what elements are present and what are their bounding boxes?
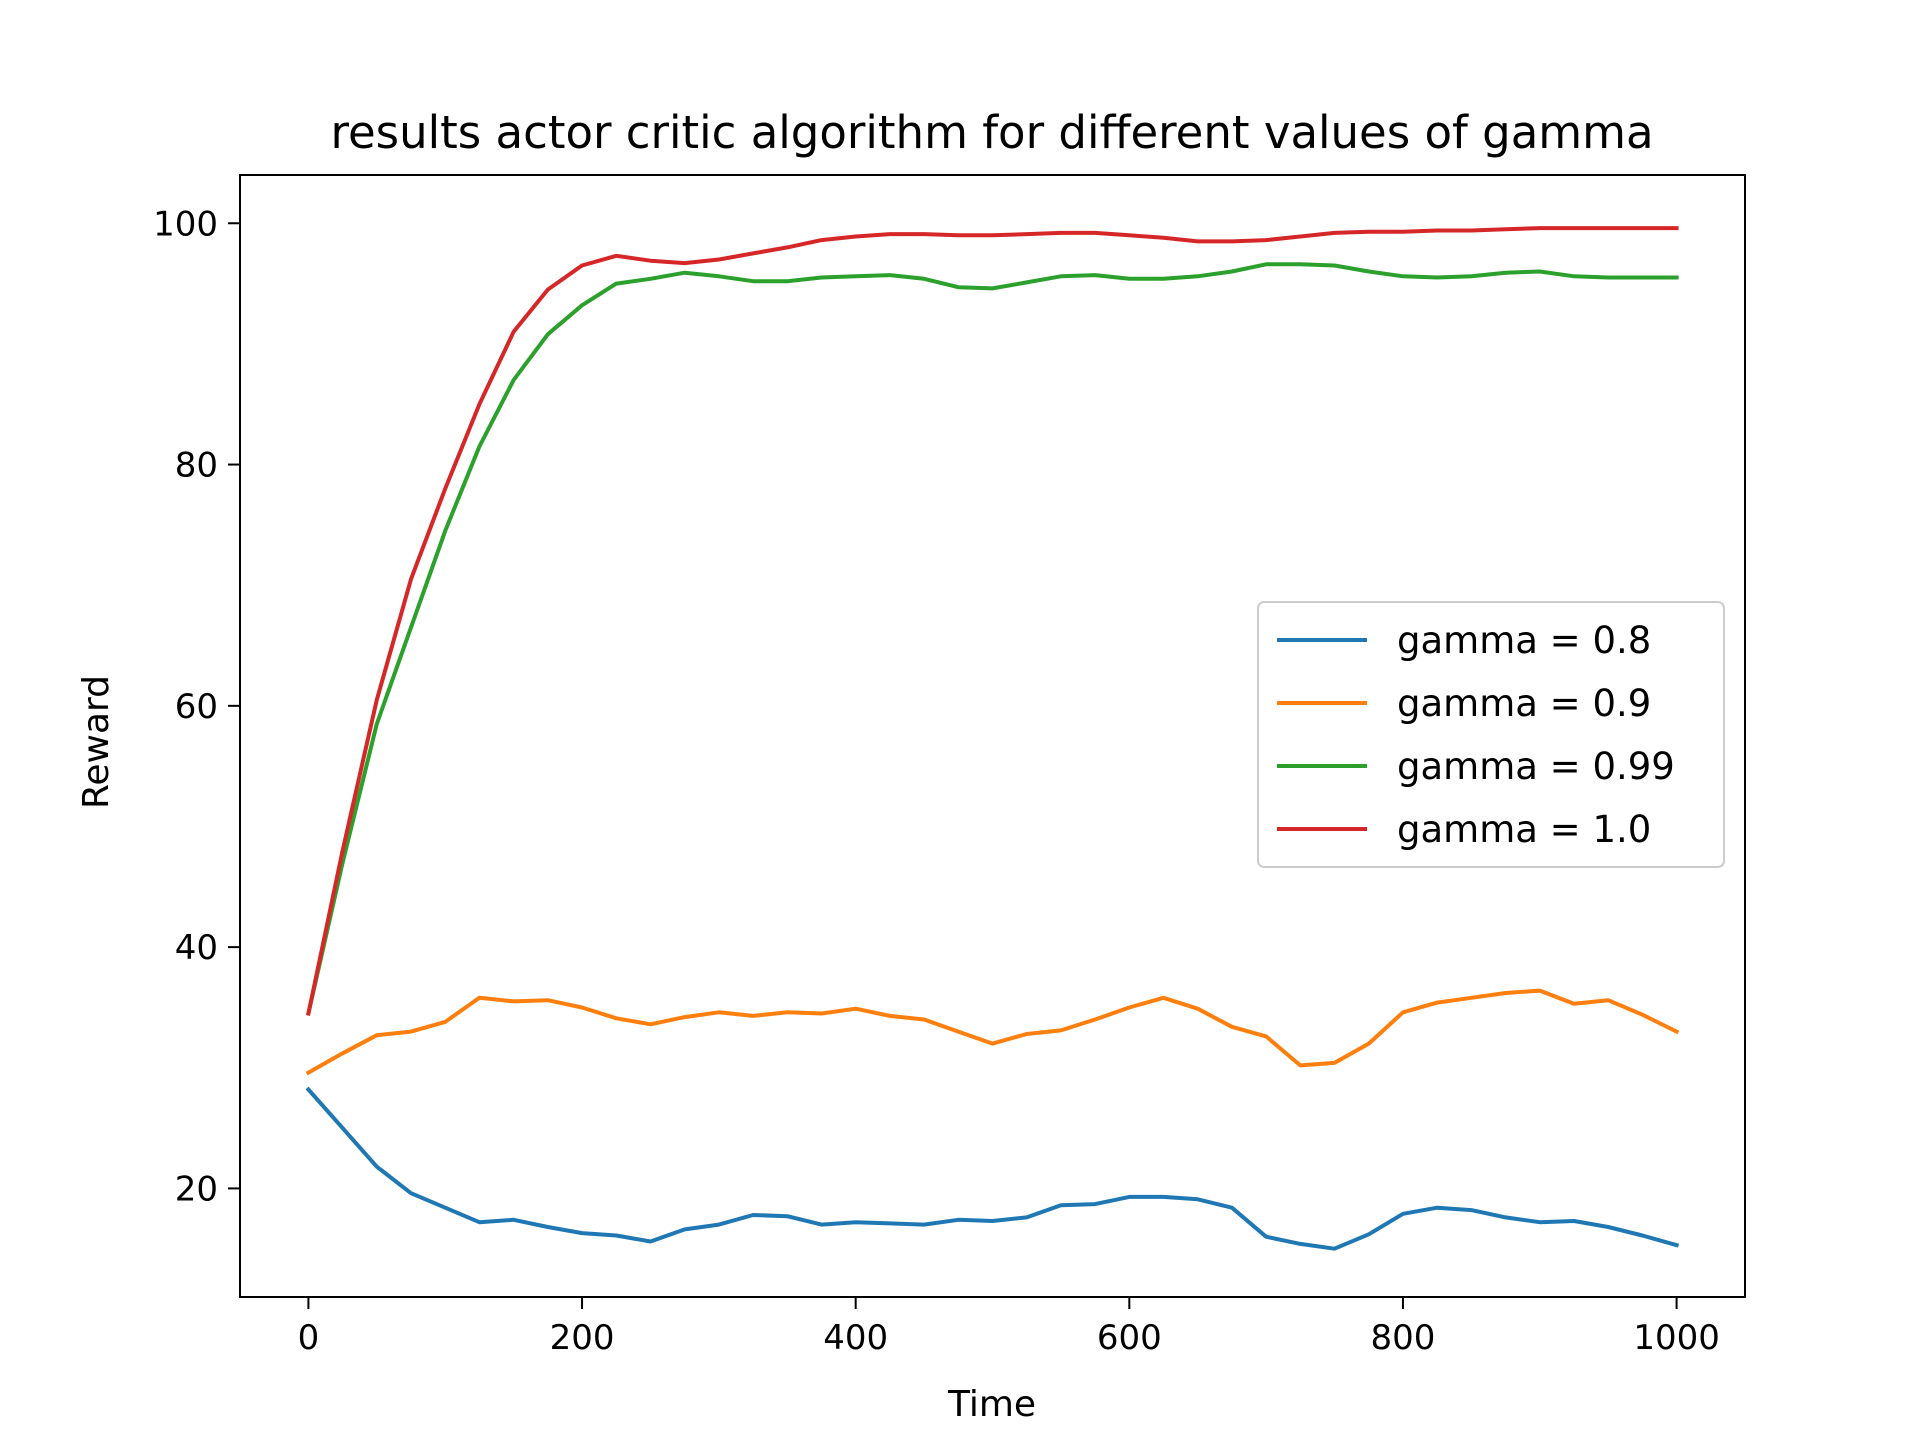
- legend-label-1: gamma = 0.8: [1397, 619, 1651, 662]
- x-tick-label: 400: [823, 1318, 888, 1358]
- y-tick-label: 100: [153, 204, 218, 244]
- series-line-3: [306, 262, 1679, 1016]
- series-line-1: [305, 1086, 1680, 1251]
- y-tick-label: 20: [175, 1169, 218, 1209]
- x-tick-label: 0: [298, 1318, 320, 1358]
- legend-box: [1257, 601, 1725, 868]
- x-tick-label: 600: [1097, 1318, 1162, 1358]
- y-axis-ticks: 20 40 60 80 100: [153, 204, 240, 1209]
- y-tick-label: 40: [175, 928, 218, 968]
- x-tick-label: 200: [550, 1318, 615, 1358]
- x-tick-label: 800: [1371, 1318, 1436, 1358]
- legend-label-4: gamma = 1.0: [1397, 808, 1651, 851]
- y-tick-label: 80: [175, 446, 218, 486]
- legend: gamma = 0.8 gamma = 0.9 gamma = 0.99 gamma …: [1257, 601, 1725, 868]
- legend-label-2: gamma = 0.9: [1397, 682, 1651, 725]
- y-tick-label: 60: [175, 687, 218, 727]
- x-tick-label: 1000: [1633, 1318, 1720, 1358]
- series-line-4: [306, 226, 1679, 1016]
- x-axis-label: Time: [947, 1384, 1036, 1425]
- legend-label-3: gamma = 0.99: [1397, 745, 1675, 788]
- y-axis-label: Reward: [76, 675, 117, 809]
- plot-frame: [239, 174, 1746, 1298]
- series-lines: [305, 226, 1680, 1251]
- chart-title: results actor critic algorithm for diffe…: [330, 106, 1653, 159]
- series-line-2: [305, 988, 1680, 1076]
- x-axis-ticks: 0 200 400 600 800 1000: [298, 1297, 1720, 1358]
